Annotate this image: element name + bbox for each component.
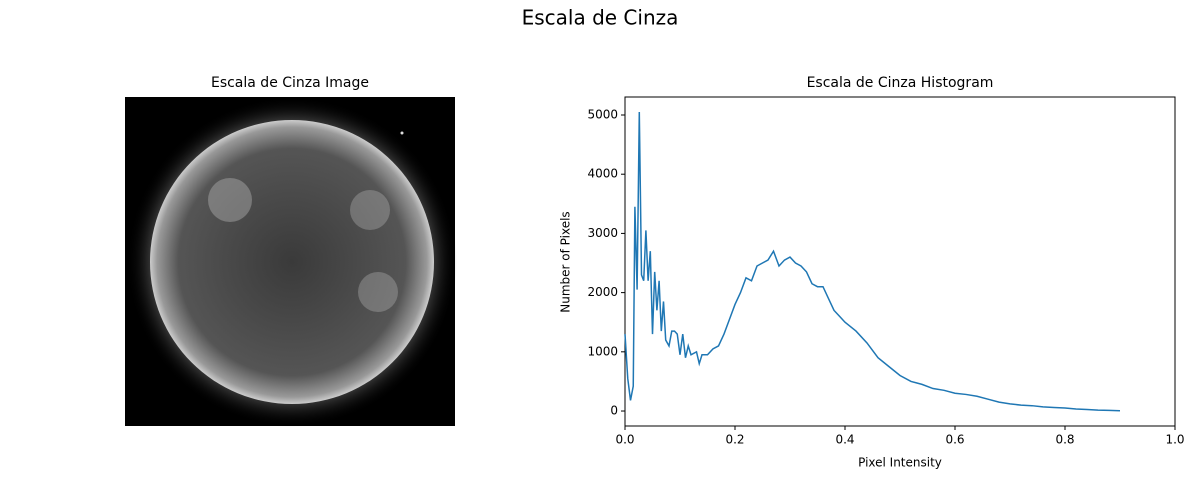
plot-frame <box>624 96 1176 427</box>
active-region <box>350 190 390 230</box>
figure-title: Escala de Cinza <box>522 6 679 30</box>
y-tick-label: 4000 <box>587 167 618 181</box>
line-series <box>624 112 1121 412</box>
x-tick-label: 1.0 <box>1165 433 1184 447</box>
chart-title: Escala de Cinza Histogram <box>807 75 994 91</box>
sun-disk <box>150 120 434 404</box>
y-tick-label: 3000 <box>587 226 618 240</box>
x-tick-label: 0.6 <box>945 433 964 447</box>
y-tick-label: 2000 <box>587 285 618 299</box>
y-axis-label: Number of Pixels <box>559 211 573 312</box>
active-region <box>208 178 252 222</box>
image-title: Escala de Cinza Image <box>211 75 369 91</box>
x-tick-label: 0.4 <box>835 433 854 447</box>
x-tick-label: 0.0 <box>615 433 634 447</box>
active-region <box>358 272 398 312</box>
y-tick-label: 5000 <box>587 107 618 121</box>
x-tick-label: 0.8 <box>1055 433 1074 447</box>
x-tick-label: 0.2 <box>725 433 744 447</box>
x-axis-label: Pixel Intensity <box>858 456 942 470</box>
star <box>400 131 404 135</box>
y-tick-label: 1000 <box>587 344 618 358</box>
y-tick-label: 0 <box>610 404 618 418</box>
